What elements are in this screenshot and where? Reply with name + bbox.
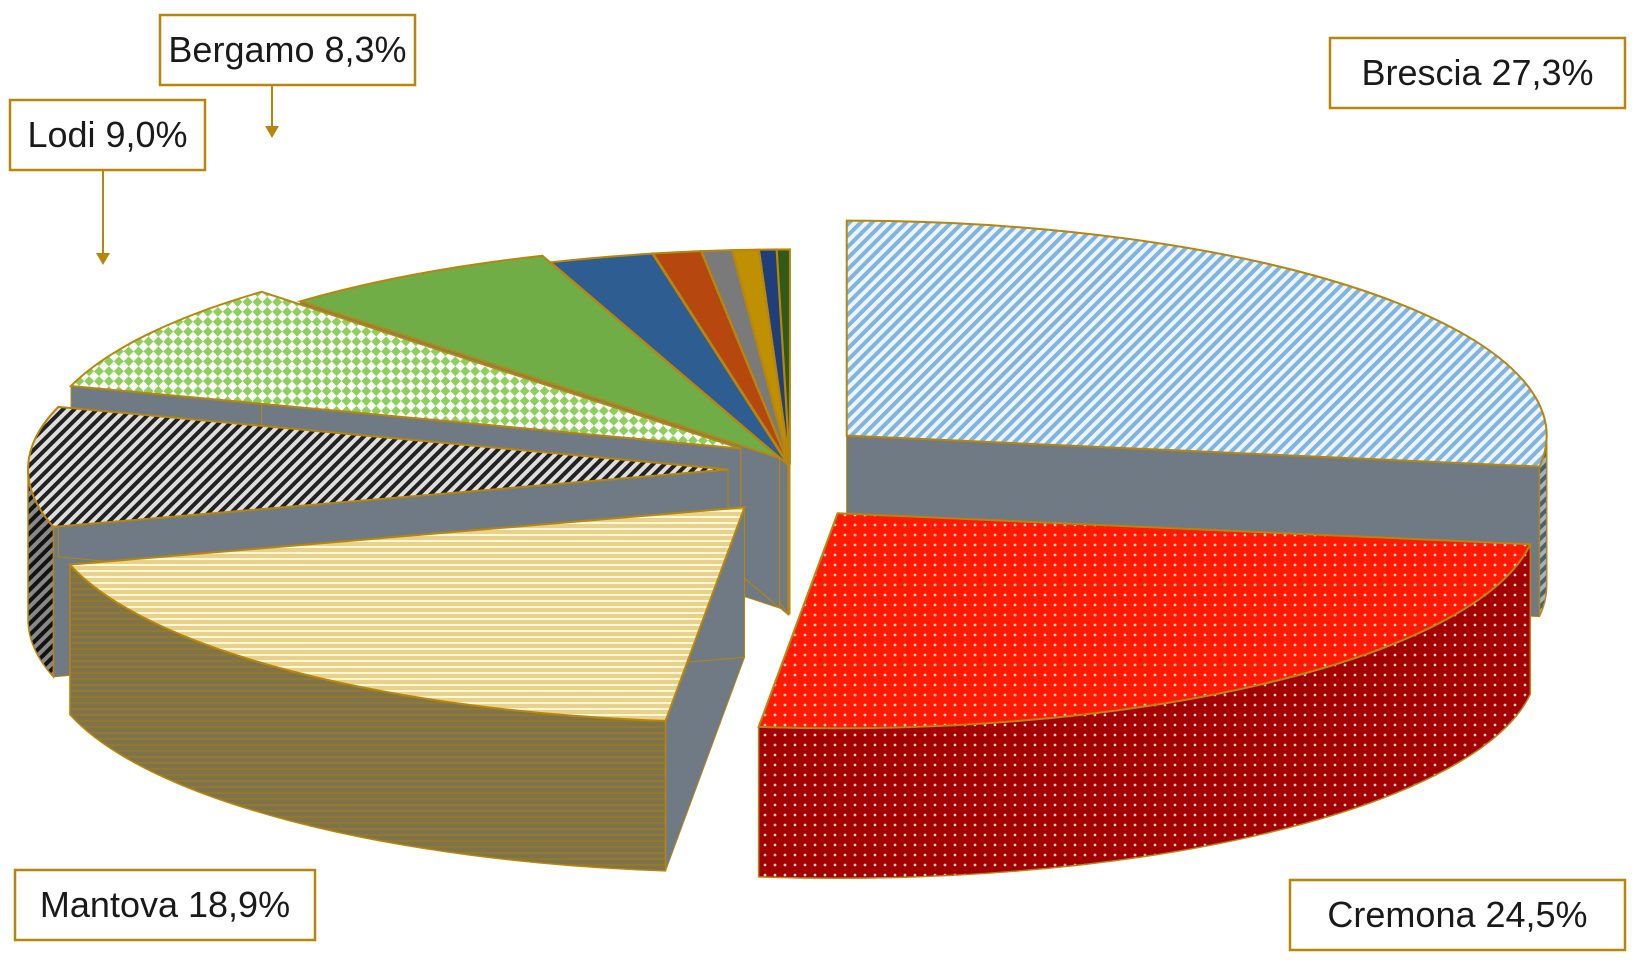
slice-label: Lodi 9,0% [27, 114, 187, 155]
slice-label: Brescia 27,3% [1361, 52, 1593, 93]
callout-box [13, 868, 317, 942]
slices-layer [27, 219, 1548, 879]
slice-top [296, 254, 781, 460]
callout-box [1328, 36, 1627, 110]
callout-box [158, 13, 417, 87]
slice-label: Mantova 18,9% [40, 884, 290, 925]
slice-top [67, 506, 747, 722]
callout-mantova: Mantova 18,9% [13, 868, 317, 942]
callout-brescia: Brescia 27,3% [1328, 36, 1627, 110]
slice-top [27, 405, 729, 528]
slice-label: Cremona 24,5% [1327, 894, 1587, 935]
callout-bergamo: Bergamo 8,3% [158, 13, 417, 138]
slice-top [68, 290, 742, 450]
callout-arrow [96, 253, 110, 265]
callout-arrow [265, 126, 279, 138]
slice-label: Bergamo 8,3% [168, 29, 406, 70]
slice-top [845, 219, 1548, 468]
callout-box [1288, 878, 1627, 952]
labels-layer: Brescia 27,3% Cremona 24,5% Mantova 18,9% L… [8, 13, 1627, 952]
callout-box [8, 98, 207, 172]
pie-slice-cremona [757, 512, 1532, 879]
callout-lodi: Lodi 9,0% [8, 98, 207, 265]
callout-cremona: Cremona 24,5% [1288, 878, 1627, 952]
slice-top [757, 512, 1532, 730]
pie-slice-mantova [67, 506, 747, 872]
